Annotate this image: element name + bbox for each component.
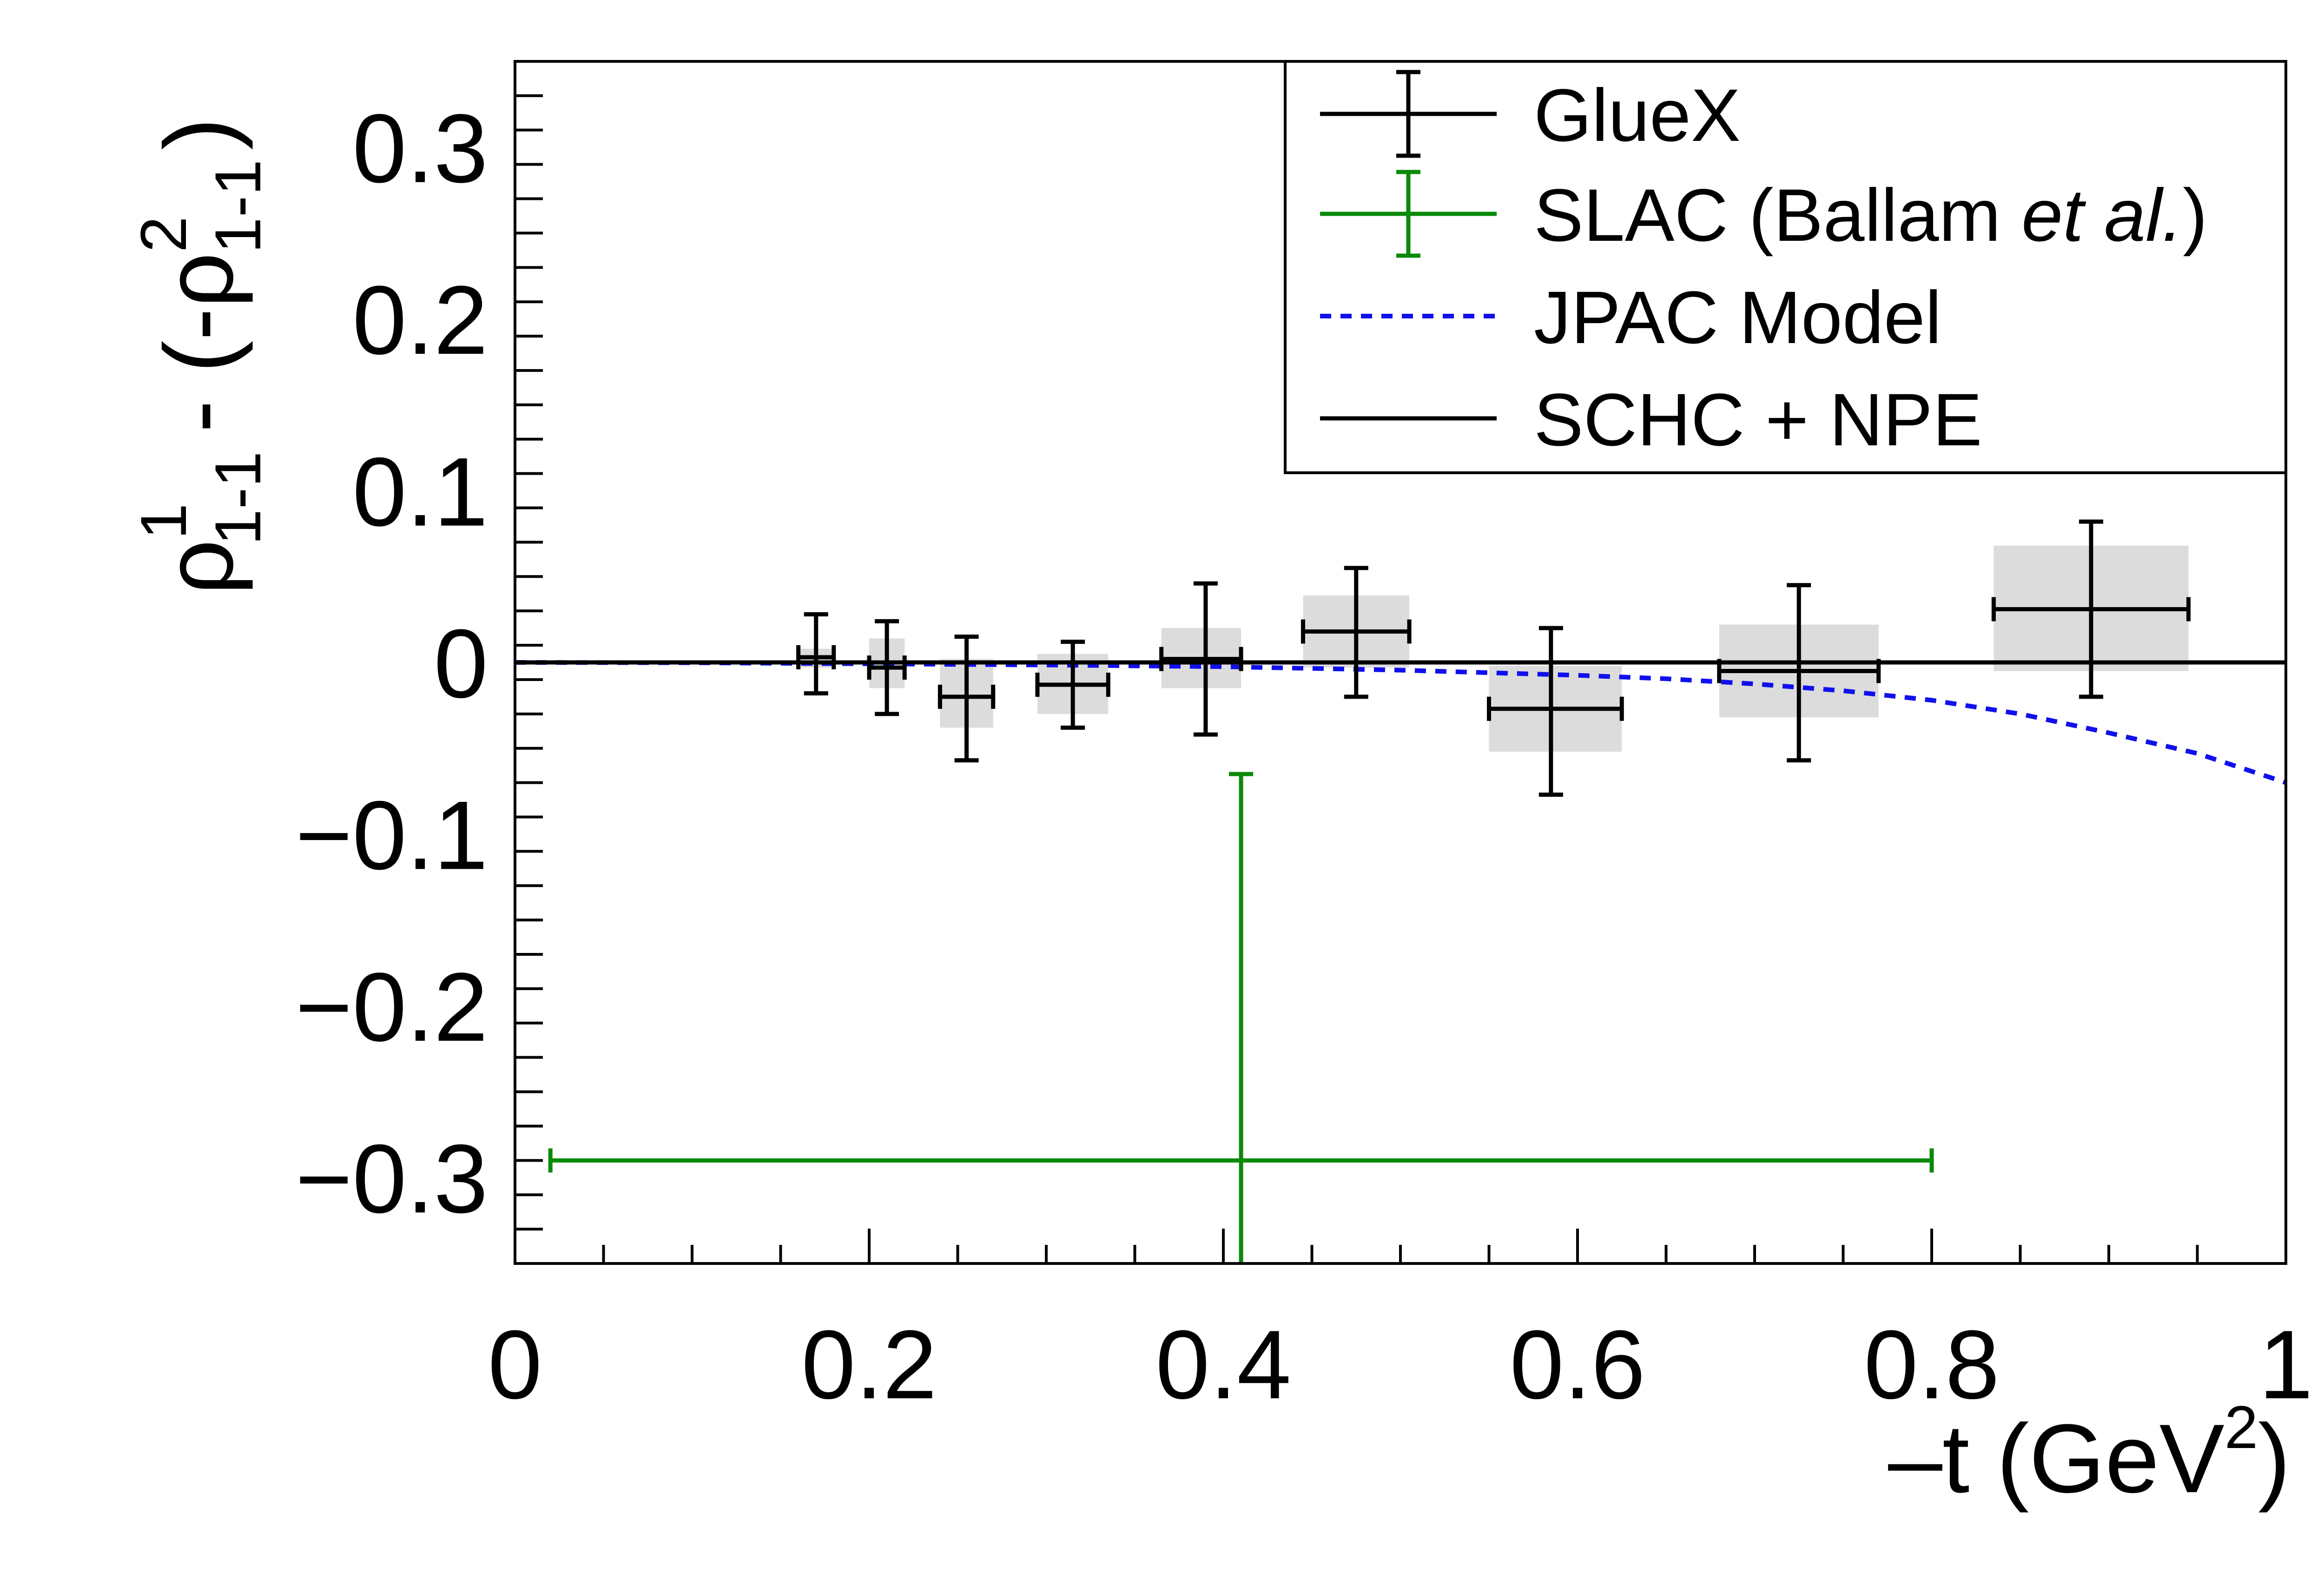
legend-schc-label: SCHC + NPE <box>1534 378 1982 461</box>
y-tick-label: 0 <box>434 609 488 718</box>
x-axis-label: –t (GeV2) <box>1888 1393 2291 1513</box>
legend-slac-label: SLAC (Ballam et al.) <box>1534 173 2207 257</box>
slac-data-point <box>548 772 1934 1263</box>
y-label-rho2-sub: 1-1 <box>201 159 274 253</box>
y-label-rho2: ρ <box>144 252 253 308</box>
gluex-data-point <box>1717 583 1881 763</box>
legend-box <box>1284 60 2287 474</box>
systematic-boxes-layer <box>798 545 2189 752</box>
legend-item-schc: SCHC + NPE <box>1320 378 1982 461</box>
y-label-close: ) <box>144 118 253 150</box>
gluex-data-point <box>867 619 907 716</box>
legend-slac-prefix: SLAC (Ballam <box>1534 173 2021 257</box>
legend-jpac-label: JPAC Model <box>1534 276 1941 359</box>
legend-gluex-symbol <box>1320 70 1497 158</box>
gluex-data-point <box>1035 640 1110 730</box>
gluex-data-point <box>1301 566 1412 699</box>
legend-slac-suffix: ) <box>2183 173 2207 257</box>
legend-slac-symbol <box>1320 170 1497 258</box>
y-label-rho1: ρ <box>144 540 253 595</box>
y-label-rho1-sub: 1-1 <box>201 451 274 545</box>
y-axis-ticks: 0.3 0.2 0.1 0 −0.1 −0.2 −0.3 <box>295 60 543 1265</box>
y-label-mid: - (- <box>144 308 253 433</box>
y-axis-label: ρ11-1- (-ρ21-1) <box>127 118 274 595</box>
jpac-model-curve <box>515 660 2287 785</box>
x-axis-ticks: 0 0.2 0.4 0.6 0.8 1 <box>488 1229 2313 1419</box>
y-tick-label: 0.2 <box>352 265 488 375</box>
error-bars-layer <box>548 519 2191 1263</box>
legend: GlueX SLAC (Ballam et al.) JPAC Model SC… <box>1284 60 2287 474</box>
y-tick-label: 0.1 <box>352 437 488 547</box>
y-label-rho2-sup: 2 <box>127 216 200 252</box>
x-axis-label-close: ) <box>2258 1404 2291 1513</box>
y-tick-label: −0.2 <box>295 952 488 1062</box>
legend-item-jpac: JPAC Model <box>1320 276 1941 359</box>
x-tick-label: 0.8 <box>1864 1310 2000 1419</box>
y-tick-label: −0.1 <box>295 780 488 890</box>
x-tick-label: 0.4 <box>1155 1310 1291 1419</box>
x-tick-label: 0 <box>488 1310 542 1419</box>
y-tick-label: −0.3 <box>295 1124 488 1233</box>
gluex-data-point <box>1487 626 1624 797</box>
legend-gluex-label: GlueX <box>1534 73 1741 157</box>
legend-item-gluex: GlueX <box>1320 70 1741 158</box>
x-axis-label-sup: 2 <box>2225 1393 2258 1461</box>
legend-slac-italic: et al. <box>2021 173 2183 257</box>
curves-layer <box>515 660 2287 785</box>
gluex-data-point <box>1159 581 1243 737</box>
gluex-data-point <box>1991 519 2191 699</box>
x-axis-label-main: –t (GeV <box>1888 1404 2225 1513</box>
x-tick-label: 0.6 <box>1510 1310 1645 1419</box>
y-label-rho1-sup: 1 <box>127 506 200 540</box>
y-tick-label: 0.3 <box>352 94 488 203</box>
gluex-data-point <box>938 635 996 763</box>
x-tick-label: 1 <box>2259 1310 2313 1419</box>
legend-item-slac: SLAC (Ballam et al.) <box>1320 170 2207 258</box>
x-tick-label: 0.2 <box>801 1310 937 1419</box>
gluex-data-point <box>796 612 836 695</box>
